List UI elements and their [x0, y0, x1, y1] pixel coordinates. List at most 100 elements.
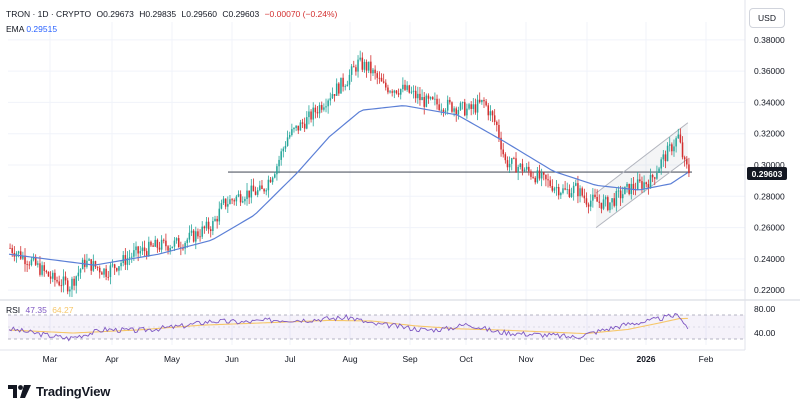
symbol-header: TRON · 1D · CRYPTO O0.29673 H0.29835 L0.…	[6, 9, 340, 19]
candle-body	[389, 91, 391, 93]
candle-body	[316, 112, 319, 114]
candle-body	[506, 160, 509, 168]
candle-body	[686, 159, 688, 165]
currency-button[interactable]: USD	[749, 8, 785, 28]
candle-body	[79, 269, 82, 273]
rising-channel[interactable]	[595, 122, 689, 228]
candle-body	[58, 281, 60, 286]
candle-body	[244, 198, 246, 202]
candles	[9, 50, 690, 297]
candle-body	[466, 108, 468, 116]
candle-body	[464, 102, 466, 116]
candle-body	[666, 145, 669, 162]
symbol-label[interactable]: TRON · 1D · CRYPTO	[6, 9, 92, 19]
candle-body	[461, 102, 464, 104]
price-tick-label: 0.22000	[754, 285, 785, 295]
time-tick-label: Mar	[43, 354, 58, 364]
candle-body	[378, 77, 381, 79]
candle-body	[92, 261, 95, 271]
candle-body	[214, 218, 216, 222]
candle-body	[254, 191, 257, 195]
candle-body	[39, 263, 41, 275]
candle-body	[374, 69, 376, 74]
candle-body	[617, 190, 620, 192]
candle-body	[209, 229, 212, 232]
candle-body	[139, 251, 142, 254]
candle-body	[109, 265, 112, 277]
candle-body	[186, 239, 189, 243]
candle-body	[282, 148, 285, 152]
ema-legend[interactable]: EMA 0.29515	[6, 24, 57, 34]
candle-body	[470, 104, 472, 109]
candle-body	[478, 99, 481, 103]
candle-body	[165, 240, 167, 247]
candle-body	[130, 256, 133, 258]
candle-body	[528, 166, 530, 172]
rsi-pane[interactable]: 80.00 40.00	[8, 304, 776, 342]
channel-upper-line[interactable]	[595, 122, 689, 194]
candle-body	[412, 90, 415, 92]
candle-body	[363, 61, 366, 70]
candle-body	[293, 127, 295, 130]
candle-body	[449, 99, 451, 103]
candle-body	[56, 280, 58, 282]
candle-body	[643, 182, 645, 189]
candle-body	[246, 190, 248, 199]
price-tick-label: 0.26000	[754, 223, 785, 233]
tradingview-logo[interactable]: TradingView	[8, 383, 110, 400]
candle-body	[579, 188, 581, 197]
candle-body	[190, 230, 193, 233]
candle-body	[419, 93, 421, 101]
candle-body	[235, 196, 238, 202]
candle-body	[175, 238, 178, 241]
high-value: H0.29835	[139, 9, 177, 19]
candle-body	[19, 251, 22, 259]
candle-body	[523, 169, 526, 172]
candle-body	[560, 192, 562, 196]
candle-body	[677, 134, 680, 139]
candle-body	[71, 278, 73, 290]
candle-body	[122, 255, 124, 263]
rsi-label: RSI	[6, 305, 21, 315]
candle-body	[385, 82, 387, 88]
candle-body	[17, 251, 20, 254]
candle-body	[436, 98, 438, 105]
candle-body	[515, 158, 517, 173]
candle-body	[681, 142, 684, 158]
candle-body	[256, 190, 259, 195]
candle-body	[673, 146, 675, 152]
channel-lower-line[interactable]	[595, 158, 689, 228]
candle-body	[212, 221, 214, 232]
candle-body	[536, 170, 539, 183]
candle-body	[679, 134, 682, 143]
candle-body	[395, 90, 398, 94]
rsi-legend[interactable]: RSI 47.35 64.27	[6, 305, 73, 315]
chart-grid	[8, 22, 745, 345]
candle-body	[525, 166, 528, 170]
candle-body	[547, 179, 549, 181]
candle-body	[329, 98, 332, 101]
candle-body	[431, 97, 434, 100]
candle-body	[350, 66, 353, 75]
candle-body	[141, 247, 144, 252]
candle-body	[197, 231, 199, 237]
candle-body	[656, 172, 658, 179]
candle-body	[508, 163, 511, 168]
candle-body	[361, 57, 364, 70]
last-price-label: 0.29603	[752, 169, 783, 179]
candle-body	[553, 188, 556, 191]
candle-body	[551, 186, 554, 191]
candle-body	[671, 144, 673, 152]
candle-body	[69, 289, 71, 292]
candle-body	[94, 261, 97, 267]
candle-body	[406, 85, 408, 90]
candle-body	[308, 111, 310, 118]
candle-body	[647, 184, 650, 189]
candle-body	[440, 109, 443, 111]
axes: 0.38000 0.36000 0.34000 0.32000 0.30000 0.280…	[0, 0, 800, 364]
candle-body	[519, 163, 522, 167]
candle-body	[581, 188, 583, 196]
candle-body	[402, 84, 404, 90]
candle-body	[346, 84, 349, 87]
